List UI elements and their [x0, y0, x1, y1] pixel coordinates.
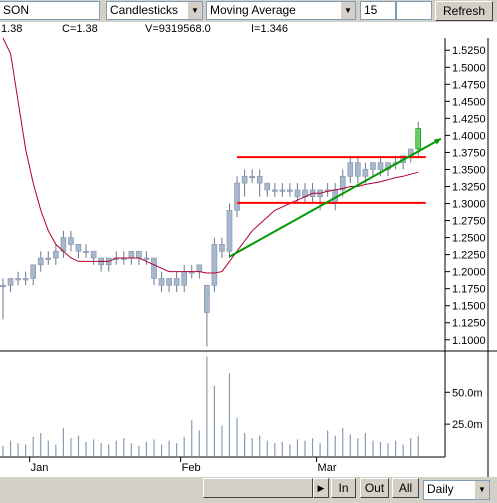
candle — [264, 182, 271, 191]
y-tick-label: 1.1000 — [452, 335, 486, 347]
close-value: C=1.38 — [62, 23, 98, 35]
candle — [204, 284, 210, 313]
candle — [45, 257, 52, 260]
candle — [271, 189, 278, 192]
candle — [211, 244, 218, 286]
candle — [143, 257, 150, 260]
scroll-track[interactable] — [0, 478, 203, 498]
candle — [287, 189, 293, 192]
open-value: 1.38 — [1, 23, 23, 35]
y-tick-label: 1.3000 — [452, 199, 486, 211]
candle — [181, 271, 187, 286]
candle — [15, 278, 21, 281]
candle — [347, 162, 354, 177]
candle — [37, 257, 44, 266]
candle — [30, 264, 37, 279]
y-tick-label: 1.2500 — [452, 233, 486, 245]
x-tick-label: Jan — [31, 462, 49, 474]
y-tick-label: 1.1500 — [452, 301, 486, 313]
indicator-value: Moving Average — [210, 3, 296, 17]
vol-tick-label: 25.0m — [452, 419, 483, 431]
footer-bar: ▶ In Out All Daily ▼ — [0, 477, 497, 503]
candle — [370, 162, 376, 170]
candle — [234, 182, 240, 211]
symbol-input[interactable]: SON — [0, 1, 100, 20]
candle — [83, 250, 89, 254]
chart-type-value: Candlesticks — [110, 3, 179, 17]
chevron-down-icon[interactable]: ▼ — [187, 2, 202, 19]
candle — [415, 128, 422, 150]
candle — [158, 278, 165, 286]
vol-tick-label: 50.0m — [452, 387, 483, 399]
indicator-readout: I=1.346 — [251, 23, 289, 35]
candle — [0, 284, 6, 288]
candle — [355, 162, 361, 177]
y-tick-label: 1.4250 — [452, 113, 486, 125]
candle — [173, 278, 180, 286]
info-bar: 1.38 C=1.38 V=9319568.0 I=1.346 — [0, 22, 497, 38]
candle — [90, 250, 97, 259]
y-tick-label: 1.2250 — [452, 250, 486, 262]
chart-type-select[interactable]: Candlesticks ▼ — [106, 1, 203, 20]
trendline — [229, 137, 442, 258]
y-tick-label: 1.3750 — [452, 147, 486, 159]
zoom-all-button[interactable]: All — [392, 478, 419, 498]
scroll-right-icon[interactable]: ▶ — [313, 478, 329, 498]
zoom-out-button[interactable]: Out — [360, 478, 389, 498]
candle — [279, 189, 286, 192]
candle — [53, 250, 59, 259]
candle — [75, 244, 82, 252]
symbol-value: SON — [3, 3, 30, 17]
interval-select[interactable]: Daily ▼ — [423, 480, 490, 500]
candle — [128, 250, 135, 259]
candle — [362, 169, 369, 177]
y-tick-label: 1.2000 — [452, 267, 486, 279]
candle — [294, 189, 301, 198]
candle — [166, 278, 172, 286]
chevron-down-icon[interactable]: ▼ — [340, 2, 355, 19]
y-tick-label: 1.4500 — [452, 96, 486, 108]
period-input[interactable]: 15 — [360, 1, 396, 20]
x-tick-label: Mar — [318, 462, 337, 474]
candle — [249, 175, 255, 179]
y-tick-label: 1.1750 — [452, 284, 486, 296]
candle — [219, 244, 225, 252]
candle — [22, 278, 29, 281]
y-tick-label: 1.2750 — [452, 216, 486, 228]
y-tick-label: 1.4000 — [452, 130, 486, 142]
period-value: 15 — [364, 3, 378, 17]
interval-value: Daily — [427, 482, 454, 496]
chevron-down-icon[interactable]: ▼ — [474, 481, 489, 499]
candle — [7, 278, 14, 286]
toolbar: SON Candlesticks ▼ Moving Average ▼ 15 R… — [0, 0, 497, 22]
y-tick-label: 1.3250 — [452, 181, 486, 193]
y-tick-label: 1.5250 — [452, 45, 486, 57]
y-tick-label: 1.5000 — [452, 62, 486, 74]
price-chart[interactable]: 1.5250 1.5000 1.4750 1.4500 1.4250 1.4000 1.37… — [0, 38, 497, 477]
candle — [196, 264, 203, 272]
x-tick-label: Feb — [182, 462, 201, 474]
scroll-thumb[interactable] — [203, 478, 313, 498]
refresh-button[interactable]: Refresh — [435, 1, 493, 21]
candle — [151, 257, 157, 279]
y-tick-label: 1.4750 — [452, 79, 486, 91]
candle — [136, 250, 142, 259]
candle — [241, 175, 248, 184]
zoom-in-button[interactable]: In — [331, 478, 356, 498]
indicator-select[interactable]: Moving Average ▼ — [206, 1, 356, 20]
moving-average-line — [2, 38, 419, 274]
y-tick-label: 1.3500 — [452, 164, 486, 176]
blank-input[interactable] — [396, 1, 432, 20]
candle — [256, 175, 263, 184]
candle — [68, 237, 74, 245]
volume-value: V=9319568.0 — [145, 23, 211, 35]
y-tick-label: 1.1250 — [452, 318, 486, 330]
trendline-arrow-icon — [433, 138, 441, 145]
candle — [339, 175, 346, 191]
candle — [226, 210, 233, 252]
candle — [377, 162, 384, 170]
